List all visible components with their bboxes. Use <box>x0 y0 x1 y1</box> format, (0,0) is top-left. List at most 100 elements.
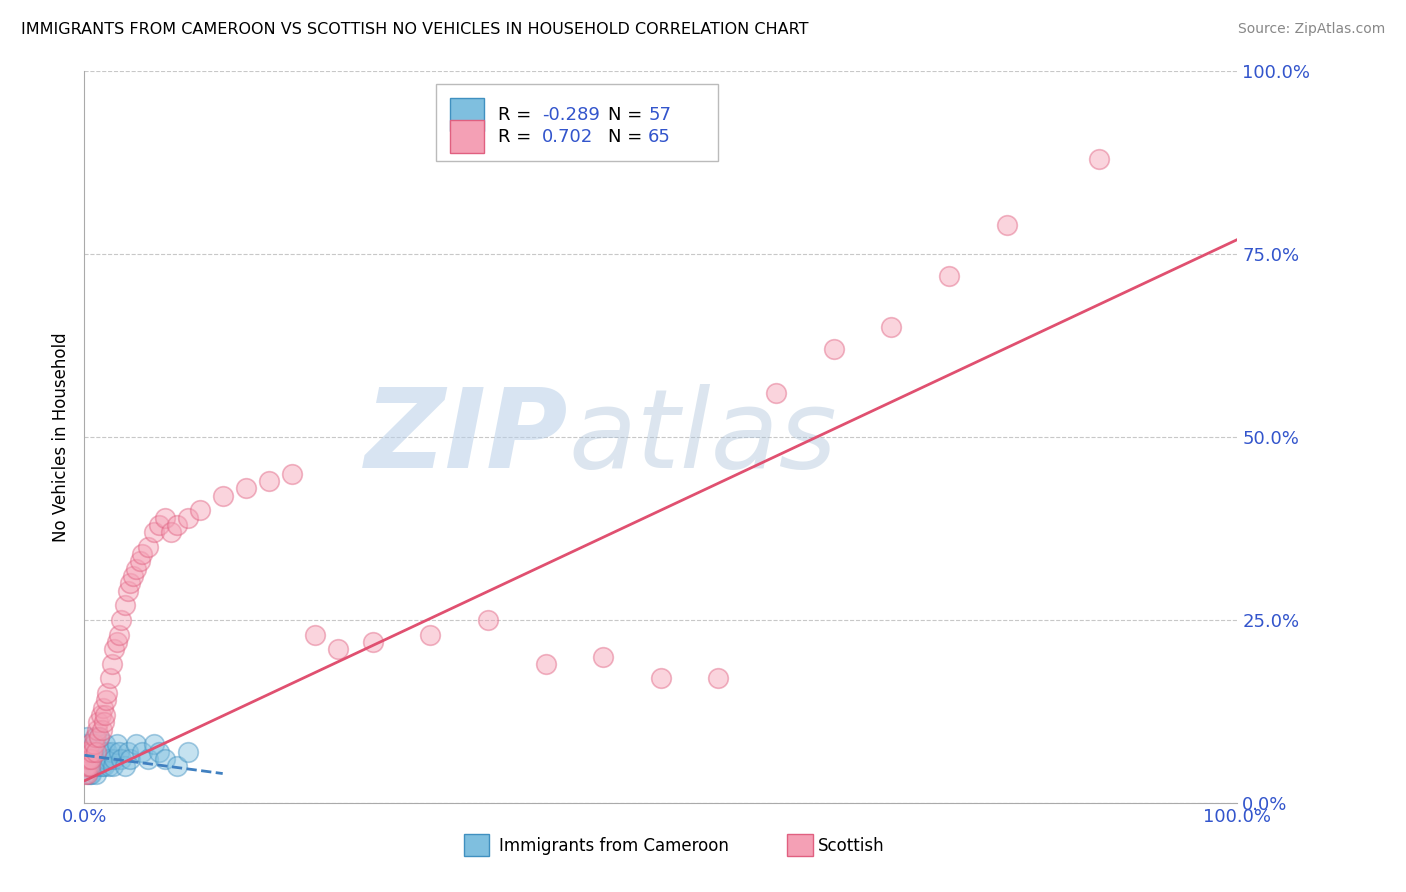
Point <box>995 218 1018 232</box>
Point <box>87 752 110 766</box>
Point <box>83 745 105 759</box>
Point <box>80 752 103 766</box>
Point <box>120 576 142 591</box>
Point <box>114 599 136 613</box>
Point <box>177 745 200 759</box>
Text: 0.702: 0.702 <box>543 128 593 145</box>
Point <box>96 752 118 766</box>
Point <box>361 635 384 649</box>
Point <box>131 745 153 759</box>
Point <box>77 759 100 773</box>
Point <box>94 737 117 751</box>
Point <box>76 752 98 766</box>
Point <box>79 737 101 751</box>
Point <box>166 517 188 532</box>
Point <box>73 766 96 780</box>
Point <box>80 752 103 766</box>
Point <box>83 737 105 751</box>
Point <box>103 759 124 773</box>
Text: 65: 65 <box>648 128 671 145</box>
Point <box>211 489 233 503</box>
Point <box>79 759 101 773</box>
Point <box>93 715 115 730</box>
Point <box>79 752 101 766</box>
Point <box>84 766 107 780</box>
Point <box>82 759 104 773</box>
Point <box>148 517 170 532</box>
Point <box>86 759 108 773</box>
Point <box>477 613 499 627</box>
Point <box>76 766 98 780</box>
Point <box>281 467 304 481</box>
Point <box>148 745 170 759</box>
Point <box>128 554 150 568</box>
Text: N =: N = <box>607 128 648 145</box>
Point <box>90 759 112 773</box>
Point <box>83 737 105 751</box>
Point <box>131 547 153 561</box>
Point <box>823 343 845 357</box>
Point <box>82 745 104 759</box>
Point <box>96 745 118 759</box>
Point <box>94 708 117 723</box>
Point <box>142 525 165 540</box>
FancyBboxPatch shape <box>450 98 485 131</box>
Point <box>938 269 960 284</box>
Point <box>84 752 107 766</box>
Point <box>75 752 97 766</box>
Text: ZIP: ZIP <box>366 384 568 491</box>
Point <box>76 745 98 759</box>
Point <box>76 752 98 766</box>
Point <box>98 752 121 766</box>
Point <box>91 700 114 714</box>
Text: Source: ZipAtlas.com: Source: ZipAtlas.com <box>1237 22 1385 37</box>
Point <box>83 730 105 744</box>
Point <box>83 752 105 766</box>
Text: IMMIGRANTS FROM CAMEROON VS SCOTTISH NO VEHICLES IN HOUSEHOLD CORRELATION CHART: IMMIGRANTS FROM CAMEROON VS SCOTTISH NO … <box>21 22 808 37</box>
Point <box>419 627 441 641</box>
Point <box>96 686 118 700</box>
Point <box>534 657 557 671</box>
Text: 57: 57 <box>648 106 671 124</box>
Point <box>101 657 124 671</box>
Point <box>592 649 614 664</box>
Point <box>326 642 349 657</box>
Point <box>117 745 139 759</box>
Point <box>84 745 107 759</box>
Point <box>79 737 101 751</box>
Text: atlas: atlas <box>568 384 837 491</box>
Point <box>77 745 100 759</box>
Point <box>108 745 131 759</box>
Point <box>142 737 165 751</box>
Point <box>114 759 136 773</box>
Point <box>82 745 104 759</box>
Point <box>76 730 98 744</box>
Text: N =: N = <box>607 106 648 124</box>
Point <box>80 745 103 759</box>
Point <box>153 510 176 524</box>
Point <box>136 540 159 554</box>
Point <box>121 569 143 583</box>
Point <box>117 583 139 598</box>
Y-axis label: No Vehicles in Household: No Vehicles in Household <box>52 332 70 542</box>
Point <box>105 635 128 649</box>
Point <box>75 759 97 773</box>
Point <box>91 752 114 766</box>
Point <box>76 745 98 759</box>
Point <box>89 708 111 723</box>
Text: -0.289: -0.289 <box>543 106 600 124</box>
Point <box>76 752 98 766</box>
Point <box>1088 152 1111 166</box>
Point <box>153 752 176 766</box>
Point <box>650 672 672 686</box>
FancyBboxPatch shape <box>450 120 485 153</box>
Point <box>87 715 110 730</box>
Point <box>75 745 97 759</box>
Point <box>90 745 112 759</box>
Point <box>235 481 257 495</box>
Text: R =: R = <box>498 128 543 145</box>
Point <box>98 672 121 686</box>
Point <box>76 766 98 780</box>
Point <box>96 693 118 707</box>
Text: Scottish: Scottish <box>818 837 884 855</box>
